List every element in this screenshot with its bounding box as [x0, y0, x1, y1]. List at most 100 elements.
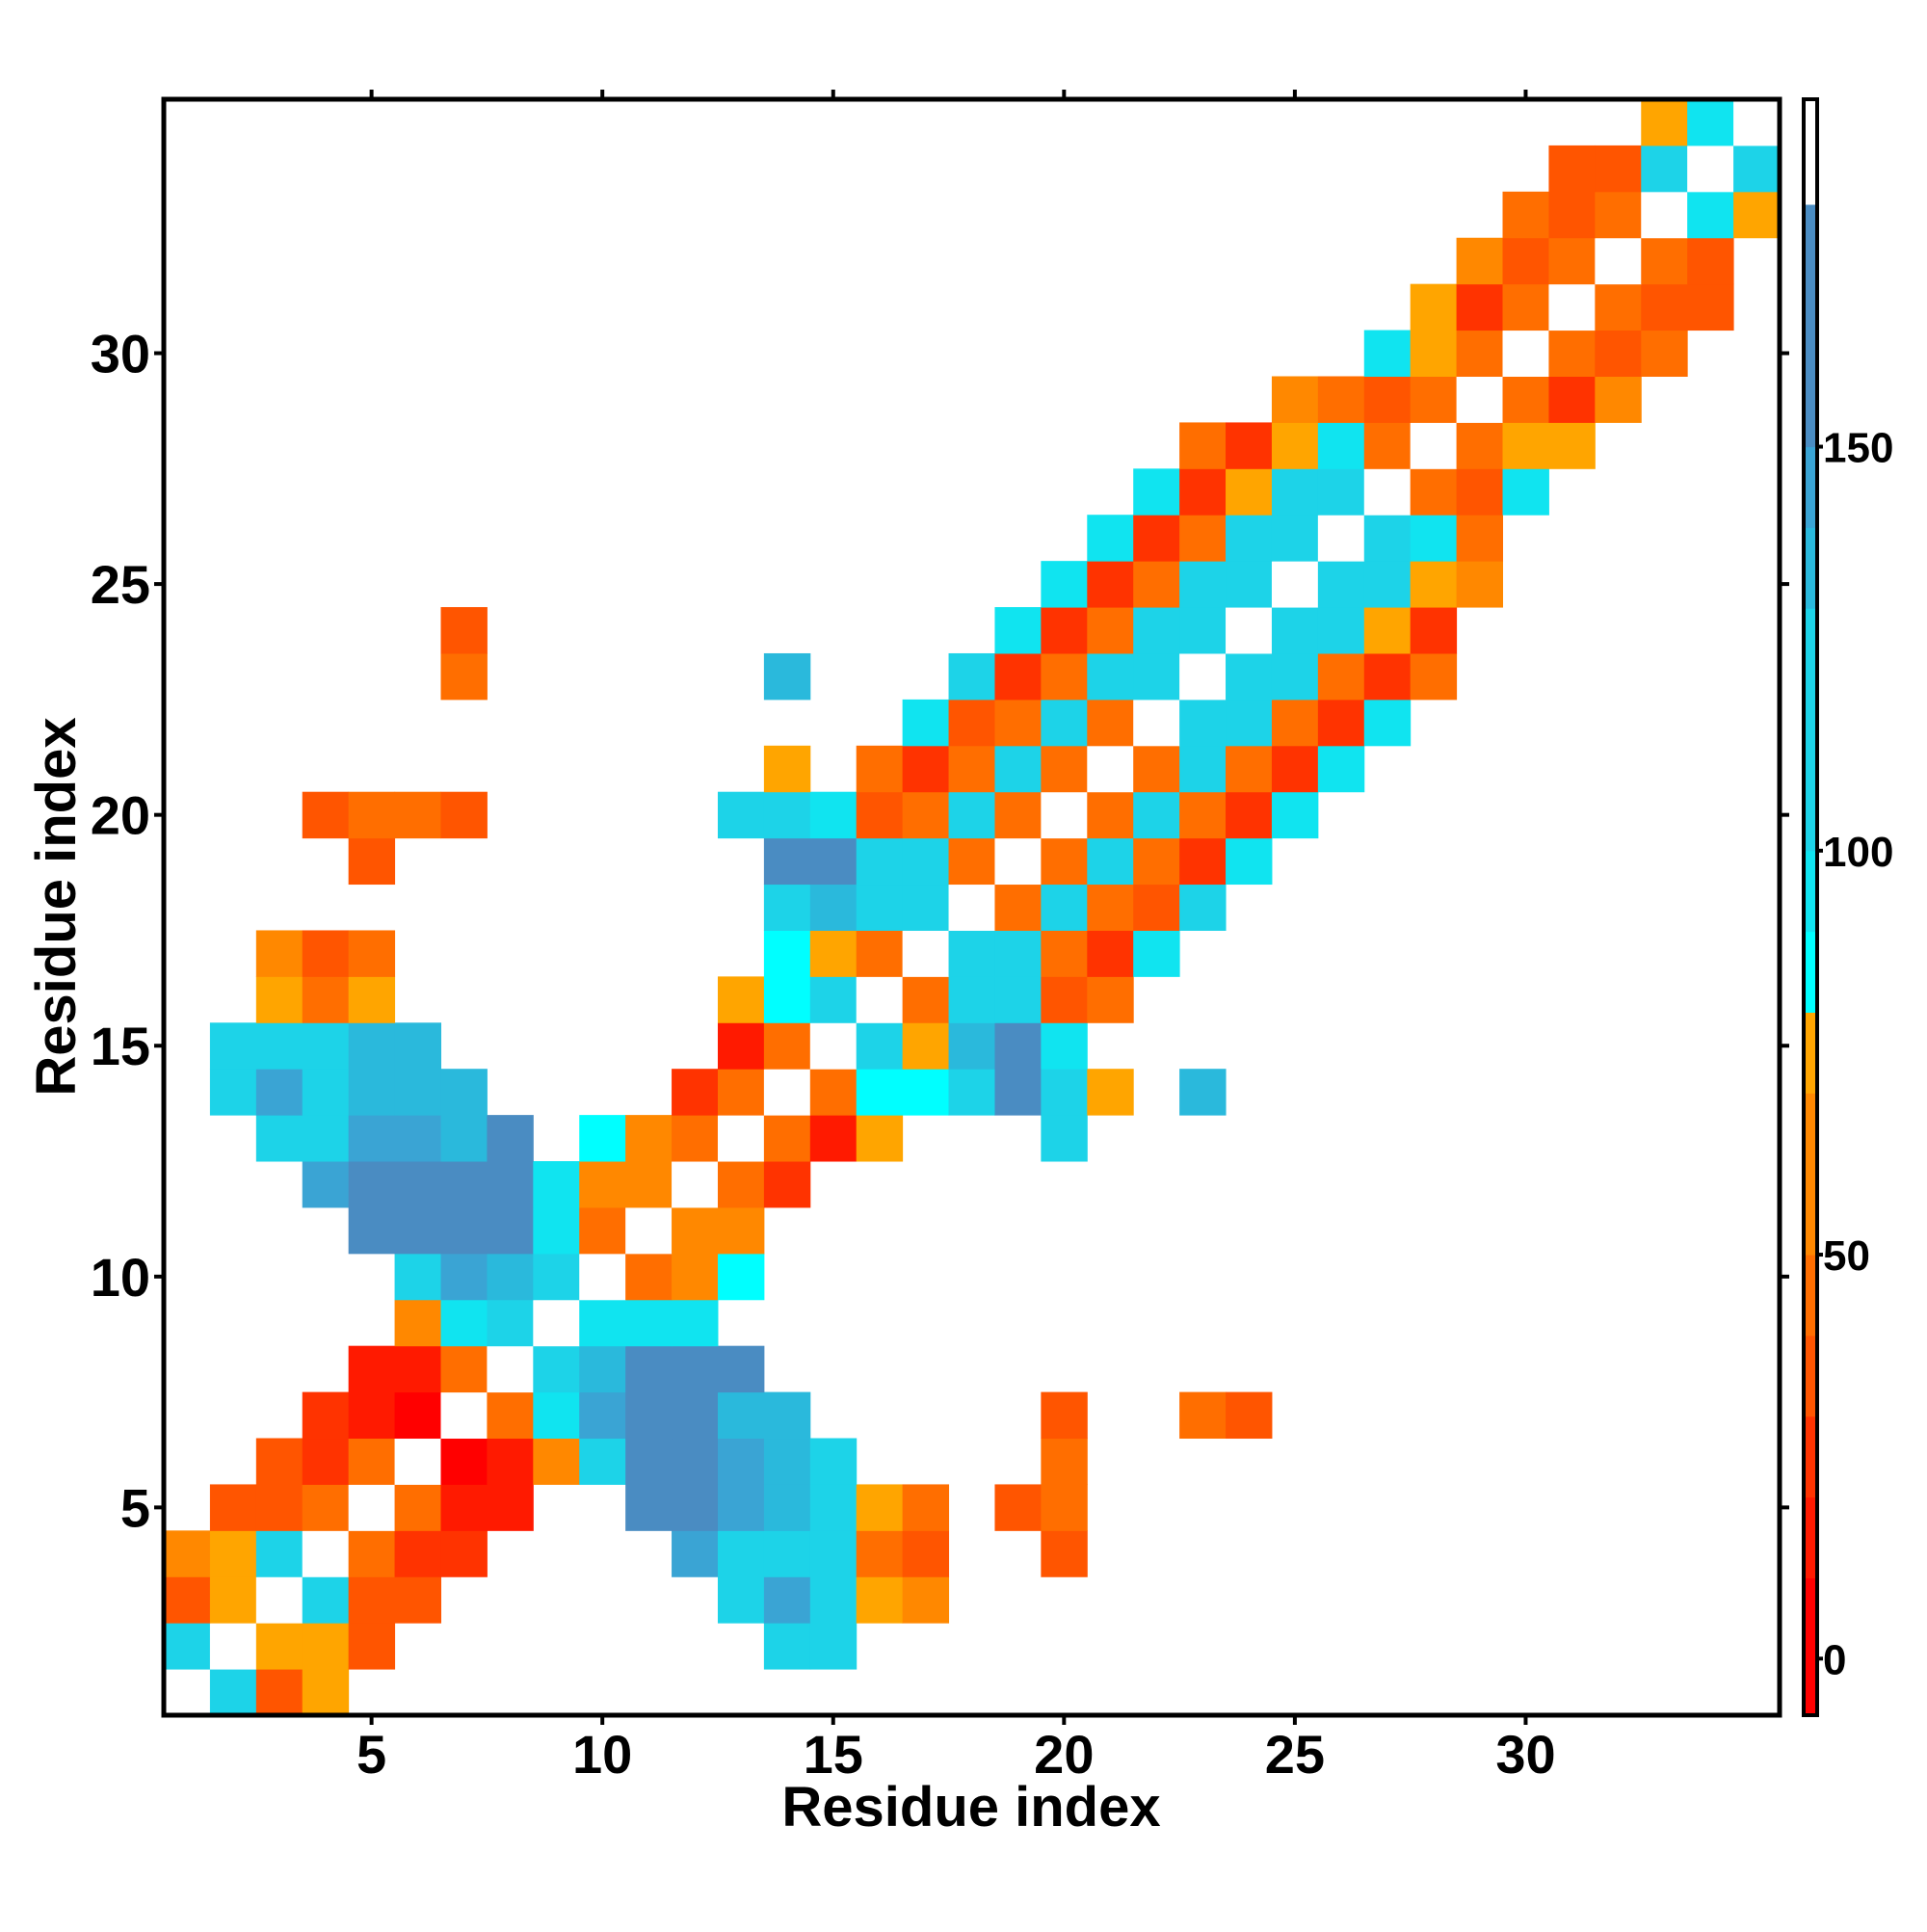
heatmap-cell: [994, 884, 1042, 931]
heatmap-cell: [348, 1484, 396, 1531]
heatmap-cell: [1502, 237, 1549, 285]
heatmap-cell: [717, 1161, 765, 1208]
heatmap-cell: [1595, 376, 1642, 423]
heatmap-cell: [1179, 468, 1227, 516]
heatmap-cell: [348, 1438, 396, 1485]
heatmap-cell: [1410, 561, 1458, 608]
heatmap-cell: [1363, 652, 1412, 701]
heatmap-cell: [1317, 607, 1365, 654]
heatmap-cell: [255, 1438, 304, 1485]
heatmap-cell: [348, 930, 396, 977]
colorbar-tick-label: 0: [1823, 1636, 1846, 1683]
heatmap-cell: [902, 884, 950, 931]
heatmap-cell: [717, 791, 765, 839]
heatmap-cell: [394, 1576, 441, 1624]
heatmap-cell: [625, 1345, 673, 1393]
heatmap-cell: [1502, 468, 1549, 516]
heatmap-cell: [302, 1391, 350, 1440]
heatmap-cell: [809, 884, 858, 931]
heatmap-cell: [164, 1669, 211, 1716]
heatmap-cell: [209, 1669, 257, 1716]
heatmap-cell: [1087, 837, 1134, 886]
heatmap-cell: [487, 1484, 534, 1531]
heatmap-cell: [1733, 99, 1781, 146]
heatmap-cell: [302, 1623, 350, 1670]
heatmap-cell: [1179, 699, 1227, 747]
heatmap-cell: [1041, 1391, 1088, 1440]
heatmap-cell: [763, 791, 811, 839]
heatmap-cell: [717, 1391, 765, 1440]
heatmap-cell: [1087, 930, 1134, 977]
heatmap-cell: [302, 1438, 350, 1485]
heatmap-cell: [763, 1530, 811, 1577]
heatmap-cell: [533, 1253, 580, 1301]
heatmap-cell: [255, 1022, 304, 1070]
heatmap-cell: [440, 1206, 488, 1255]
heatmap-cell: [1363, 330, 1412, 377]
heatmap-cell: [1087, 791, 1134, 839]
colorbar-segment: [1804, 1255, 1817, 1337]
heatmap-cell: [625, 1161, 673, 1208]
heatmap-cell: [209, 1484, 257, 1531]
heatmap-cell: [856, 745, 904, 793]
heatmap-cell: [348, 1623, 396, 1670]
heatmap-cell: [1226, 515, 1273, 562]
heatmap-cell: [533, 1438, 580, 1485]
heatmap-cell: [809, 1484, 858, 1531]
heatmap-cell: [672, 1484, 719, 1531]
heatmap-cell: [717, 1115, 765, 1162]
heatmap-cell: [1456, 561, 1504, 608]
heatmap-cell: [1595, 237, 1642, 285]
heatmap-cell: [348, 1576, 396, 1624]
heatmap-cell: [1548, 422, 1596, 469]
heatmap-cell: [1410, 468, 1458, 516]
heatmap-cell: [717, 1253, 765, 1301]
heatmap-cell: [1641, 145, 1688, 193]
heatmap-cell: [1317, 745, 1365, 793]
heatmap-cell: [1410, 376, 1458, 423]
heatmap-cell: [1502, 283, 1549, 331]
heatmap-cell: [348, 1206, 396, 1255]
colorbar-tick-label: 100: [1823, 829, 1893, 876]
heatmap-cell: [394, 1161, 441, 1208]
heatmap-cell: [255, 1530, 304, 1577]
heatmap-cell: [625, 1115, 673, 1162]
colorbar-segment: [1804, 1093, 1817, 1256]
heatmap-cell: [1226, 1391, 1273, 1440]
heatmap-cell: [1456, 422, 1504, 469]
heatmap-cell: [1179, 515, 1227, 562]
heatmap-cell: [856, 1069, 904, 1116]
heatmap-cell: [625, 1438, 673, 1485]
heatmap-cell: [1041, 1022, 1088, 1070]
heatmap-cell: [717, 1530, 765, 1577]
heatmap-cell: [394, 1069, 441, 1116]
heatmap-cell: [902, 976, 950, 1023]
colorbar-segment: [1804, 527, 1817, 609]
heatmap-cell: [902, 1069, 950, 1116]
heatmap-cell: [1363, 468, 1412, 516]
y-tick-label: 5: [120, 1477, 150, 1538]
heatmap-cell: [1363, 376, 1412, 423]
heatmap-cell: [1363, 607, 1412, 654]
heatmap-cell: [487, 1391, 534, 1440]
heatmap-cell: [302, 930, 350, 977]
heatmap-cell: [1179, 652, 1227, 701]
heatmap-cell: [763, 745, 811, 793]
heatmap-cell: [1041, 837, 1088, 886]
heatmap-cell: [1317, 376, 1365, 423]
heatmap-cell: [1548, 330, 1596, 377]
x-tick-label: 5: [356, 1724, 386, 1785]
heatmap-cell: [1410, 330, 1458, 377]
heatmap-cell: [1087, 561, 1134, 608]
heatmap-cell: [533, 1161, 580, 1208]
heatmap-cell: [487, 1345, 534, 1393]
heatmap-cell: [625, 1299, 673, 1347]
heatmap-cell: [809, 976, 858, 1023]
heatmap-cell: [763, 1623, 811, 1670]
heatmap-cell: [1687, 145, 1734, 193]
heatmap-cell: [1179, 422, 1227, 469]
heatmap-cell: [902, 791, 950, 839]
heatmap-cell: [1271, 699, 1319, 747]
heatmap-cell: [487, 1115, 534, 1162]
heatmap-cell: [1133, 930, 1180, 977]
